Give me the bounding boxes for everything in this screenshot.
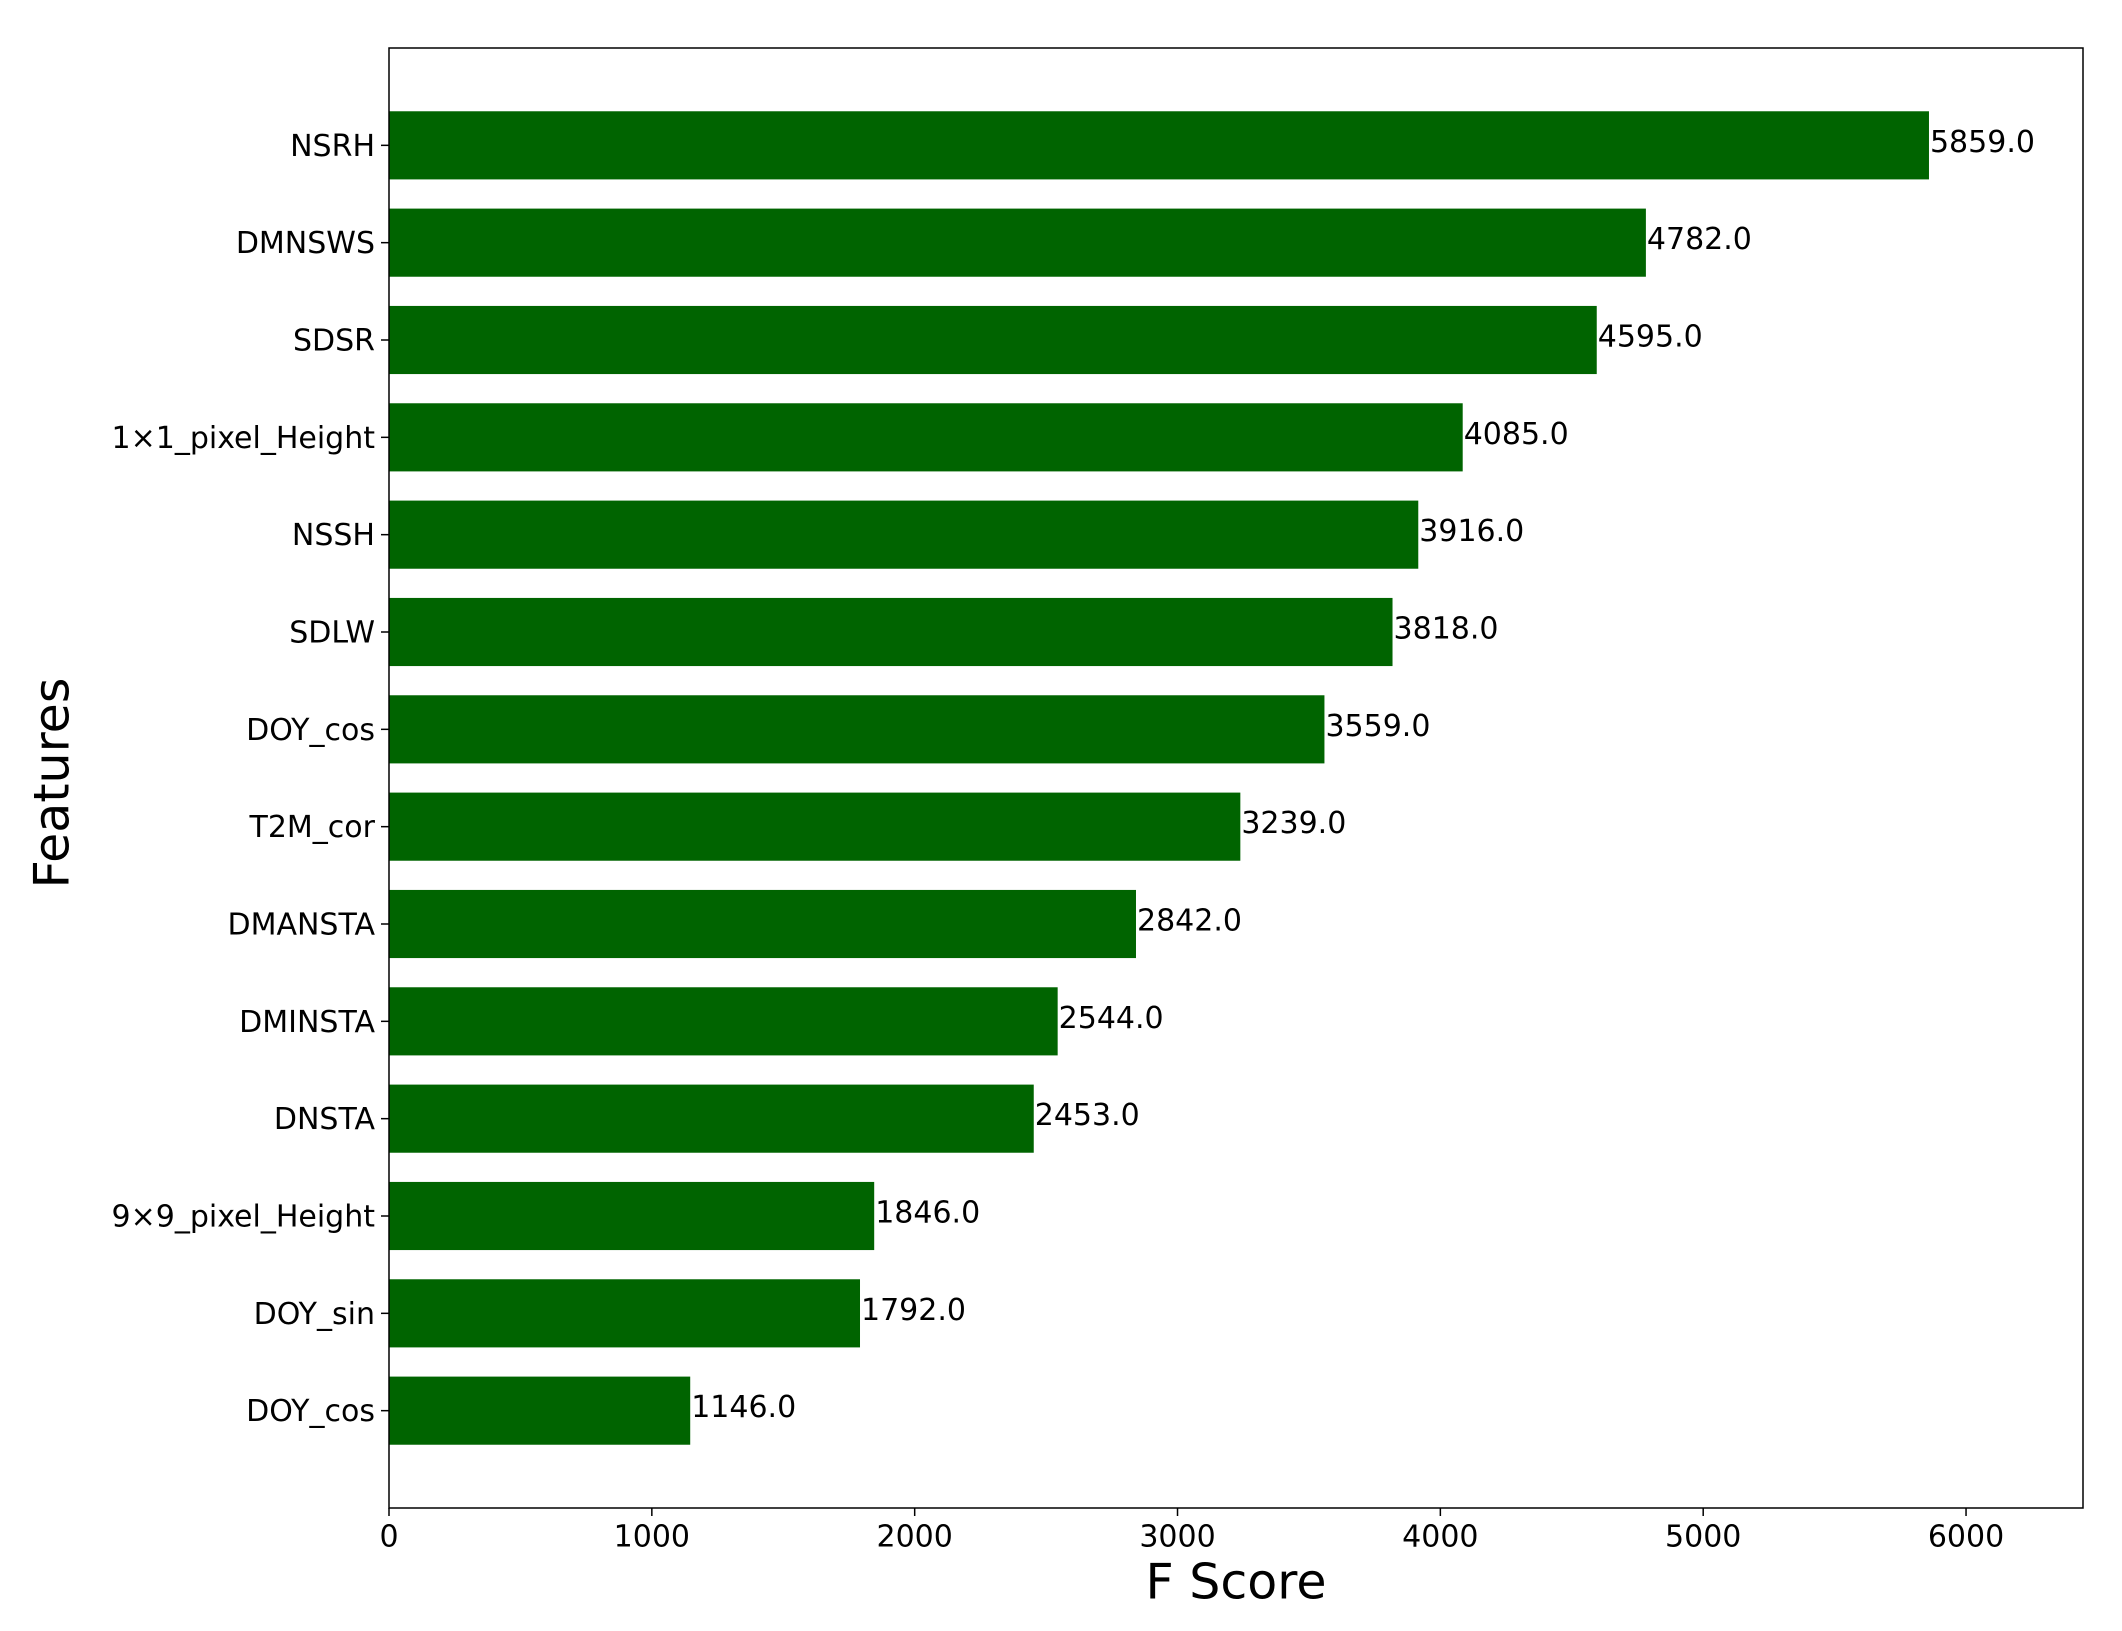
value-label: 4085.0 xyxy=(1464,417,1569,452)
x-tick-label: 5000 xyxy=(1665,1520,1741,1555)
bar xyxy=(389,1376,691,1445)
x-tick-label: 4000 xyxy=(1402,1520,1478,1555)
y-tick-label: SDSR xyxy=(293,324,375,359)
plot-frame xyxy=(388,47,2084,1509)
bar xyxy=(389,1181,875,1251)
bar xyxy=(389,987,1058,1056)
value-label: 3916.0 xyxy=(1419,514,1524,549)
bar xyxy=(389,403,1463,472)
y-tick-label: DMINSTA xyxy=(239,1005,375,1040)
y-tick-label: DOY_cos xyxy=(246,713,375,748)
x-tick-label: 1000 xyxy=(614,1520,690,1555)
x-tick-label: 2000 xyxy=(876,1520,952,1555)
value-label: 3818.0 xyxy=(1394,612,1499,647)
y-tick-label: DOY_cos xyxy=(246,1394,375,1429)
value-label: 4595.0 xyxy=(1598,320,1703,355)
value-label: 5859.0 xyxy=(1930,125,2035,160)
bar xyxy=(389,597,1393,667)
bar xyxy=(389,1279,861,1348)
value-label: 2453.0 xyxy=(1035,1098,1140,1133)
bar xyxy=(389,305,1597,375)
y-tick-label: DNSTA xyxy=(274,1102,376,1137)
value-label: 1846.0 xyxy=(875,1196,980,1231)
y-tick-label: DMANSTA xyxy=(227,908,375,943)
x-tick-label: 3000 xyxy=(1139,1520,1215,1555)
bar xyxy=(389,1084,1034,1153)
y-tick-label: T2M_cor xyxy=(249,810,376,845)
bar xyxy=(389,792,1241,861)
value-label: 2842.0 xyxy=(1137,904,1242,939)
x-tick-label: 6000 xyxy=(1928,1520,2004,1555)
bar xyxy=(389,695,1325,764)
y-axis-label: Features xyxy=(24,678,81,889)
bar xyxy=(389,500,1419,569)
value-label: 1792.0 xyxy=(861,1293,966,1328)
x-axis-label: F Score xyxy=(1146,1554,1327,1611)
value-label: 2544.0 xyxy=(1059,1001,1164,1036)
y-tick-label: 9×9_pixel_Height xyxy=(112,1200,376,1235)
value-label: 4782.0 xyxy=(1647,222,1752,257)
y-tick-label: NSRH xyxy=(290,129,375,164)
bar xyxy=(389,208,1646,277)
value-label: 3559.0 xyxy=(1325,709,1430,744)
y-tick-label: 1×1_pixel_Height xyxy=(112,421,376,456)
y-tick-label: SDLW xyxy=(289,616,375,651)
x-tick-label: 0 xyxy=(379,1520,398,1555)
bar xyxy=(389,111,1929,180)
y-tick-label: NSSH xyxy=(292,518,375,553)
y-tick-label: DOY_sin xyxy=(254,1297,375,1332)
value-label: 1146.0 xyxy=(691,1390,796,1425)
value-label: 3239.0 xyxy=(1241,806,1346,841)
y-tick-label: DMNSWS xyxy=(236,226,375,261)
bar xyxy=(389,889,1136,959)
